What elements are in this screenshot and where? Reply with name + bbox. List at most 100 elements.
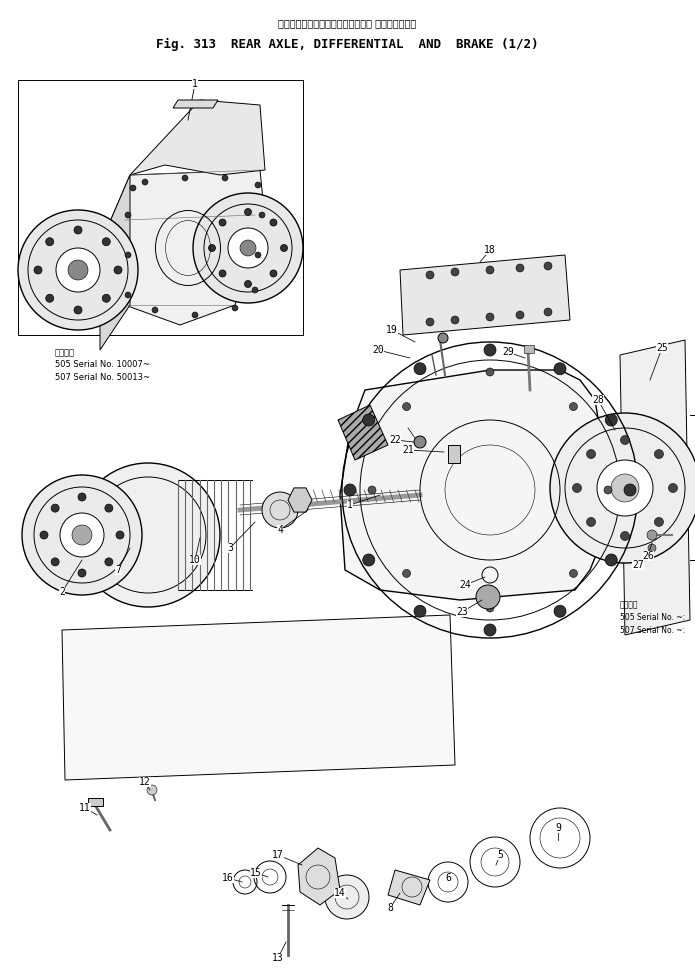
Circle shape (78, 569, 86, 577)
Circle shape (648, 544, 656, 552)
Circle shape (147, 785, 157, 795)
Circle shape (486, 313, 494, 321)
Circle shape (605, 414, 617, 426)
Circle shape (402, 403, 411, 411)
Polygon shape (100, 175, 130, 350)
Circle shape (655, 450, 664, 459)
Circle shape (476, 585, 500, 609)
Polygon shape (400, 255, 570, 335)
Circle shape (604, 486, 612, 494)
Text: 27: 27 (632, 560, 644, 570)
Circle shape (245, 280, 252, 287)
Text: Fig. 313  REAR AXLE, DIFFERENTIAL  AND  BRAKE (1/2): Fig. 313 REAR AXLE, DIFFERENTIAL AND BRA… (156, 38, 539, 51)
Text: 7: 7 (115, 565, 121, 575)
Circle shape (605, 554, 617, 566)
Circle shape (486, 368, 494, 376)
Circle shape (46, 294, 54, 302)
Text: 4: 4 (277, 525, 283, 535)
Circle shape (51, 504, 59, 513)
Polygon shape (338, 405, 388, 460)
Circle shape (414, 363, 426, 374)
Text: 23: 23 (456, 607, 468, 617)
Text: 13: 13 (272, 953, 284, 963)
Circle shape (624, 484, 636, 496)
Text: 16: 16 (222, 873, 234, 883)
Circle shape (621, 531, 630, 541)
Circle shape (252, 287, 258, 293)
Circle shape (569, 403, 578, 411)
Circle shape (74, 306, 82, 314)
Text: 25: 25 (656, 343, 668, 353)
Text: 18: 18 (484, 245, 496, 255)
Polygon shape (100, 170, 265, 325)
Text: 3: 3 (227, 543, 233, 553)
Circle shape (22, 475, 142, 595)
Circle shape (484, 344, 496, 356)
Circle shape (569, 569, 578, 577)
Text: 22: 22 (389, 435, 401, 445)
Circle shape (46, 238, 54, 246)
Text: 14: 14 (334, 888, 346, 898)
Text: 26: 26 (642, 551, 654, 561)
Circle shape (255, 252, 261, 258)
Text: 15: 15 (250, 868, 262, 878)
Circle shape (78, 493, 86, 501)
Polygon shape (62, 615, 455, 780)
Circle shape (240, 240, 256, 256)
Circle shape (125, 252, 131, 258)
Circle shape (152, 307, 158, 313)
Circle shape (193, 193, 303, 303)
Circle shape (438, 333, 448, 343)
Circle shape (68, 260, 88, 280)
Text: 12: 12 (139, 777, 151, 787)
Circle shape (554, 363, 566, 374)
Polygon shape (620, 340, 690, 635)
Circle shape (587, 517, 596, 526)
Circle shape (192, 312, 198, 318)
Circle shape (647, 530, 657, 540)
Circle shape (587, 450, 596, 459)
Circle shape (451, 268, 459, 276)
Circle shape (40, 531, 48, 539)
Polygon shape (298, 848, 340, 905)
Text: 5: 5 (497, 850, 503, 860)
Circle shape (56, 248, 100, 292)
Circle shape (219, 270, 226, 277)
Circle shape (74, 226, 82, 234)
Circle shape (116, 531, 124, 539)
Bar (524, 345, 534, 353)
Text: 2: 2 (59, 587, 65, 597)
Circle shape (516, 264, 524, 272)
Text: 505 Serial No. ~:
507 Serial No. ~:: 505 Serial No. ~: 507 Serial No. ~: (620, 613, 685, 635)
Circle shape (544, 262, 552, 270)
Circle shape (51, 558, 59, 565)
Circle shape (222, 175, 228, 181)
Text: 21: 21 (402, 445, 414, 455)
Text: 19: 19 (386, 325, 398, 335)
Circle shape (554, 606, 566, 617)
Circle shape (102, 238, 111, 246)
Circle shape (102, 294, 111, 302)
Circle shape (363, 554, 375, 566)
Circle shape (130, 185, 136, 191)
Circle shape (208, 244, 215, 252)
Text: 適用号機: 適用号機 (620, 600, 639, 609)
Text: 24: 24 (459, 580, 471, 590)
Circle shape (76, 463, 220, 607)
Text: 8: 8 (387, 903, 393, 913)
Text: 505 Serial No. 10007~
507 Serial No. 50013~: 505 Serial No. 10007~ 507 Serial No. 500… (55, 360, 150, 382)
Circle shape (105, 558, 113, 565)
Circle shape (34, 266, 42, 274)
Circle shape (125, 292, 131, 298)
Circle shape (484, 624, 496, 636)
Circle shape (368, 486, 376, 494)
Circle shape (142, 179, 148, 185)
Text: 9: 9 (555, 823, 561, 833)
Polygon shape (288, 488, 312, 513)
Circle shape (344, 484, 356, 496)
Circle shape (255, 182, 261, 188)
Circle shape (363, 414, 375, 426)
Circle shape (228, 228, 268, 268)
Text: 29: 29 (502, 347, 514, 357)
Text: 11: 11 (79, 803, 91, 813)
